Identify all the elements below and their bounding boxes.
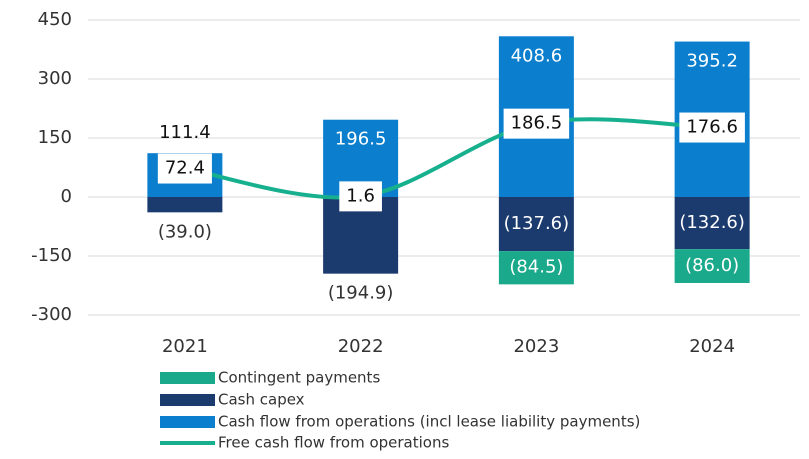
label-box (157, 153, 212, 184)
bar (498, 251, 574, 285)
data-label: 196.5 (335, 129, 387, 150)
data-label: 395.2 (686, 51, 738, 72)
x-tick-label: 2022 (338, 336, 384, 357)
data-label: 111.4 (159, 122, 211, 143)
legend-swatch (160, 394, 215, 406)
bar (147, 197, 223, 213)
legend-swatch (160, 372, 215, 384)
y-tick-label: 0 (61, 186, 72, 207)
data-label: (194.9) (328, 283, 394, 304)
y-tick-label: 450 (38, 9, 72, 30)
x-tick-label: 2023 (513, 336, 559, 357)
y-tick-label: 150 (38, 127, 72, 148)
data-label: 1.6 (346, 185, 375, 206)
data-label: 72.4 (165, 158, 205, 179)
legend-label: Contingent payments (218, 369, 380, 387)
data-label: (86.0) (685, 255, 739, 276)
y-tick-label: -150 (31, 245, 72, 266)
label-box (503, 108, 570, 139)
data-label: (84.5) (509, 257, 563, 278)
bar (674, 197, 750, 250)
data-label: 186.5 (511, 113, 563, 134)
x-tick-label: 2024 (689, 336, 735, 357)
y-tick-label: -300 (31, 304, 72, 325)
data-label: (137.6) (504, 213, 570, 234)
legend-label: Cash capex (218, 391, 305, 409)
data-label: (39.0) (158, 221, 212, 242)
legend-label: Free cash flow from operations (218, 434, 449, 452)
label-box (339, 181, 382, 212)
bar (674, 249, 750, 283)
data-label: 408.6 (511, 45, 563, 66)
legend-swatch (160, 416, 215, 428)
line (184, 117, 713, 200)
x-tick-label: 2021 (162, 336, 208, 357)
data-label: (132.6) (679, 212, 745, 233)
bar (498, 197, 574, 252)
data-label: 176.6 (686, 117, 738, 138)
label-box (679, 112, 745, 143)
legend-label: Cash flow from operations (incl lease li… (218, 413, 640, 431)
y-tick-label: 300 (38, 68, 72, 89)
